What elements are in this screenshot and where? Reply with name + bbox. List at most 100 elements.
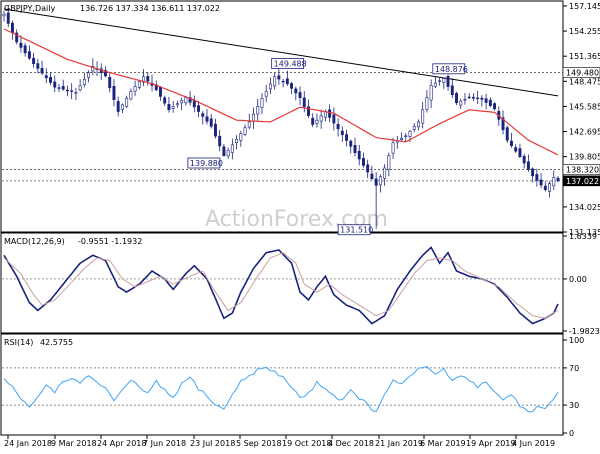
- candle-body: [91, 66, 95, 72]
- candle-body: [32, 57, 36, 65]
- rsi-y-tick-label: 30: [569, 401, 579, 410]
- candle-body: [493, 103, 497, 110]
- rsi-panel-frame: [0, 333, 564, 436]
- macd-signal-line: [3, 252, 559, 319]
- price-y-tick-label: 148.475: [569, 77, 600, 86]
- candle-body: [243, 127, 247, 135]
- chart-symbol: GBPJPY,Daily: [4, 4, 55, 13]
- candle-body: [285, 78, 289, 84]
- candle-body: [239, 133, 243, 141]
- candle-body: [53, 81, 57, 88]
- candle-body: [408, 130, 412, 137]
- rsi-panel: 100 70 30 0: [2, 336, 584, 438]
- candle-body: [188, 97, 192, 103]
- macd-y-tick-label: 1.6339: [569, 232, 597, 241]
- macd-y-tick-label: -1.9823: [569, 327, 600, 336]
- candle-body: [82, 79, 86, 86]
- candle-body: [222, 146, 226, 157]
- candle-body: [378, 176, 382, 186]
- macd-title: MACD(12,26,9): [4, 237, 65, 246]
- x-tick-label: 6 Mar 2019: [420, 439, 466, 448]
- moving-average-line: [3, 28, 559, 156]
- candle-body: [201, 113, 205, 117]
- price-level-label: 137.022: [566, 177, 599, 186]
- price-panel-frame: [0, 0, 564, 233]
- candle-body: [543, 185, 547, 191]
- candle-body: [400, 137, 403, 140]
- x-tick-label: 19 Apr 2019: [466, 439, 515, 448]
- candle-body: [535, 174, 539, 181]
- candle-body: [19, 42, 23, 48]
- candle-body: [10, 22, 14, 34]
- candle-body: [125, 97, 129, 107]
- x-tick-label: 24 Jan 2018: [4, 439, 52, 448]
- candle-body: [383, 167, 387, 179]
- candle-body: [142, 76, 146, 83]
- price-level-tag: [562, 175, 600, 187]
- candle-body: [137, 81, 141, 88]
- candle-body: [108, 76, 112, 89]
- candle-body: [353, 145, 357, 153]
- price-panel: 157.145 154.255 151.365 148.475 145.585 142.6…: [2, 2, 600, 237]
- candle-body: [116, 101, 120, 112]
- candle-body: [298, 92, 302, 98]
- chart-ohlc: 136.726 137.334 136.611 137.022: [80, 4, 220, 13]
- candle-body: [112, 86, 116, 100]
- candle-body: [218, 135, 222, 147]
- candle-body: [319, 115, 323, 122]
- trendline: [3, 8, 559, 97]
- candle-body: [433, 82, 437, 87]
- candle-body: [332, 114, 336, 124]
- candle-body: [226, 150, 230, 157]
- candle-body: [514, 147, 518, 152]
- candle-body: [450, 85, 454, 96]
- price-y-tick-label: 157.145: [569, 2, 600, 11]
- candle-body: [340, 130, 344, 135]
- price-annotation-box: [271, 58, 305, 69]
- macd-values: -0.9551 -1.1932: [78, 237, 142, 246]
- x-tick-label: 4 Dec 2018: [328, 439, 374, 448]
- candle-body: [256, 105, 260, 115]
- candle-body: [213, 123, 217, 137]
- candle-body: [311, 117, 315, 125]
- price-annotation-label: 149.488: [274, 59, 307, 68]
- price-y-tick-label: 154.255: [569, 27, 600, 36]
- candle-body: [391, 142, 395, 154]
- candle-body: [209, 118, 213, 127]
- candle-body: [421, 109, 425, 124]
- candle-body: [412, 126, 416, 130]
- price-annotation-box: [187, 157, 221, 169]
- x-tick-label: 24 Apr 2018: [97, 439, 146, 448]
- x-tick-label: 9 Mar 2018: [51, 439, 97, 448]
- candle-body: [264, 90, 268, 97]
- candle-body: [552, 177, 556, 187]
- price-y-tick-label: 145.585: [569, 102, 600, 111]
- candle-body: [70, 90, 74, 92]
- candle-body: [252, 113, 255, 122]
- price-y-tick-label: 139.805: [569, 153, 600, 162]
- candle-body: [548, 183, 552, 192]
- candle-body: [302, 97, 306, 107]
- x-tick-label: 4 Jun 2019: [512, 439, 555, 448]
- candle-body: [281, 80, 285, 83]
- candle-body: [429, 85, 433, 101]
- candle-body: [247, 121, 251, 128]
- rsi-line: [3, 366, 559, 413]
- candle-body: [526, 161, 530, 170]
- candle-body: [307, 106, 310, 116]
- candle-body: [484, 98, 488, 103]
- candle-body: [366, 164, 370, 173]
- rsi-y-tick-label: 70: [569, 364, 579, 373]
- x-tick-label: 23 Jul 2018: [190, 439, 235, 448]
- candle-body: [315, 119, 319, 124]
- candle-body: [438, 80, 442, 82]
- macd-panel: 1.6339 0.00 -1.9823: [2, 232, 600, 336]
- candle-body: [167, 104, 171, 111]
- candle-body: [362, 158, 365, 166]
- candle-body: [273, 76, 277, 87]
- candle-body: [159, 87, 162, 97]
- candle-body: [27, 51, 31, 59]
- candle-body: [192, 100, 196, 108]
